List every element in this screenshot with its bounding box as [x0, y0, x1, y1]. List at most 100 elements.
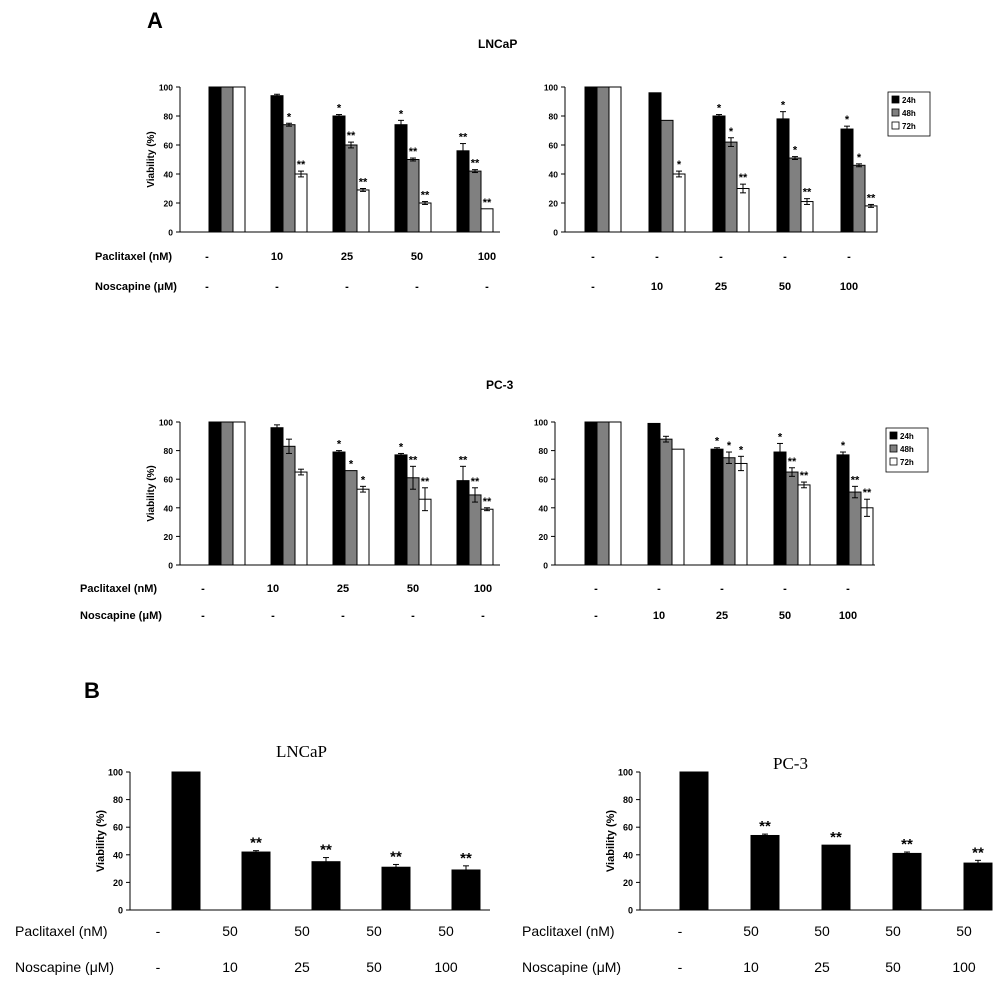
bar [332, 451, 346, 566]
treatment-value: 10 [222, 959, 238, 975]
treatment-value: 50 [406, 583, 420, 595]
bar [406, 159, 420, 233]
bar [456, 150, 470, 233]
significance-marker: ** [297, 159, 306, 171]
y-tick-label: 60 [549, 141, 559, 151]
significance-marker: ** [863, 487, 872, 499]
significance-marker: * [717, 103, 722, 115]
treatment-value: 10 [650, 281, 664, 293]
y-tick-label: 20 [164, 199, 174, 209]
bar [776, 118, 790, 233]
y-tick-label: 40 [549, 170, 559, 180]
significance-marker: ** [359, 177, 368, 189]
treatment-value: - [205, 251, 209, 263]
bar [712, 115, 726, 233]
treatment-value: 50 [778, 281, 792, 293]
significance-marker: ** [483, 496, 492, 508]
bar [596, 86, 610, 233]
bar [584, 86, 598, 233]
treatment-value: 10 [266, 583, 280, 595]
treatment-value: 10 [270, 251, 284, 263]
significance-marker: * [857, 152, 862, 164]
significance-marker: ** [788, 456, 797, 468]
legend-swatch [889, 457, 898, 466]
bar [584, 421, 598, 566]
treatment-value: 50 [814, 923, 830, 939]
y-tick-label: 80 [113, 795, 123, 805]
y-tick-label: 0 [543, 561, 548, 571]
significance-marker: ** [901, 836, 913, 853]
bar [800, 201, 814, 233]
significance-marker: * [793, 145, 798, 157]
treatment-value: 50 [294, 923, 310, 939]
y-tick-label: 20 [623, 878, 633, 888]
bar [356, 488, 370, 566]
bar [344, 470, 358, 566]
bar [394, 454, 408, 566]
bar [852, 164, 866, 233]
y-axis-label: Viability (%) [95, 810, 107, 872]
y-tick-label: 40 [113, 850, 123, 860]
bar [710, 448, 724, 566]
significance-marker: * [845, 114, 850, 126]
treatment-value: 25 [294, 959, 310, 975]
legend-swatch [891, 95, 900, 104]
significance-marker: * [287, 111, 292, 123]
legend-swatch [889, 431, 898, 440]
significance-marker: * [677, 159, 682, 171]
y-tick-label: 60 [623, 823, 633, 833]
treatment-value: 50 [778, 610, 792, 622]
bar [406, 477, 420, 566]
treatment-value: 50 [885, 959, 901, 975]
significance-marker: ** [421, 190, 430, 202]
treatment-value: 100 [952, 959, 976, 975]
y-tick-label: 20 [113, 878, 123, 888]
treatment-row-label: Noscapine (μM) [95, 281, 177, 293]
y-tick-label: 40 [164, 170, 174, 180]
section-title-pc3: PC-3 [486, 378, 514, 392]
bar [596, 421, 610, 566]
bar [294, 173, 308, 233]
treatment-value: - [783, 251, 787, 263]
treatment-value: 50 [885, 923, 901, 939]
y-tick-label: 40 [623, 850, 633, 860]
chart-title-b-pc3: PC-3 [773, 754, 808, 773]
y-tick-label: 0 [168, 228, 173, 238]
bar [332, 115, 346, 233]
bar [864, 205, 878, 233]
bar [270, 427, 284, 566]
bar [836, 454, 850, 566]
y-tick-label: 0 [553, 228, 558, 238]
treatment-value: - [677, 959, 683, 975]
bar [418, 202, 432, 233]
bar [294, 471, 308, 566]
treatment-value: 25 [715, 610, 729, 622]
legend-swatch [891, 121, 900, 130]
treatment-value: 25 [336, 583, 350, 595]
treatment-value: - [591, 251, 595, 263]
bar [381, 866, 411, 911]
significance-marker: * [841, 440, 846, 452]
bar [773, 451, 787, 566]
y-tick-label: 80 [549, 112, 559, 122]
significance-marker: ** [409, 146, 418, 158]
bar [724, 141, 738, 233]
y-tick-label: 80 [164, 446, 174, 456]
y-tick-label: 80 [623, 795, 633, 805]
treatment-value: - [411, 610, 415, 622]
bar [356, 189, 370, 233]
treatment-value: - [783, 583, 787, 595]
chart-b-pc3: 0 20 40 60 80 100 Viability (%) ** ** ** ** [605, 768, 993, 916]
bar [734, 462, 748, 566]
significance-marker: ** [390, 848, 402, 865]
treatment-value: - [594, 583, 598, 595]
significance-marker: ** [320, 842, 332, 859]
bar [208, 421, 222, 566]
treatment-value: - [415, 281, 419, 293]
y-tick-label: 20 [164, 532, 174, 542]
treatment-value: 50 [956, 923, 972, 939]
y-tick-label: 0 [628, 906, 633, 916]
treatment-row-label: Paclitaxel (nM) [15, 923, 108, 939]
